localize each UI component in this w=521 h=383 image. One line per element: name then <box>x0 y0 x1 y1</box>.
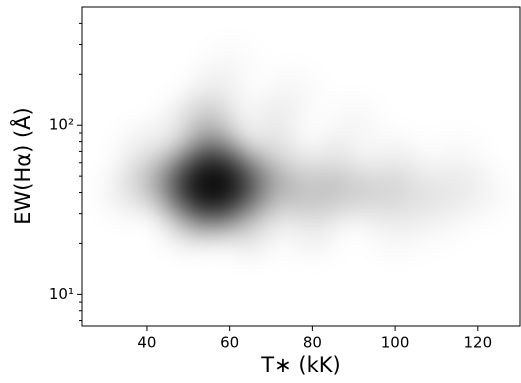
density-blob <box>204 41 256 93</box>
x-tick-label: 80 <box>303 334 322 352</box>
y-tick-label: 10¹ <box>49 285 74 303</box>
density-blob <box>266 69 318 121</box>
density-blob <box>162 195 215 248</box>
density-blob <box>100 166 153 219</box>
x-tick-label: 120 <box>463 334 492 352</box>
density-blob <box>431 137 483 189</box>
density-blob <box>245 99 298 152</box>
x-tick-label: 60 <box>220 334 239 352</box>
density-blob <box>369 201 422 254</box>
density-blob <box>286 201 339 254</box>
plot-frame <box>81 6 521 327</box>
x-tick-label: 100 <box>381 334 410 352</box>
density-blob <box>410 193 462 245</box>
density-blob <box>307 136 360 189</box>
density-blob <box>369 136 422 189</box>
y-axis-label: EW(Hα) (Å) <box>9 107 35 224</box>
density-blob <box>187 69 240 122</box>
density-blob <box>120 125 173 178</box>
density-layer <box>100 41 504 254</box>
y-tick-label: 10² <box>49 116 74 134</box>
density-blob <box>328 99 380 151</box>
x-axis-label: T∗ (kK) <box>260 353 340 377</box>
density-blob <box>451 166 504 219</box>
density-blob <box>224 201 277 254</box>
x-tick-label: 40 <box>137 334 156 352</box>
